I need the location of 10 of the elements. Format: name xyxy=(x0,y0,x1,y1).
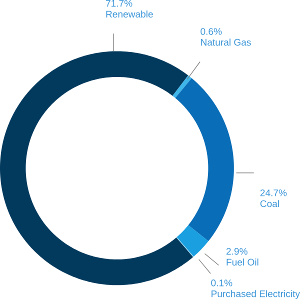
slice-label: Purchased Electricity xyxy=(212,290,300,299)
data-label: 2.9% xyxy=(226,248,248,255)
data-label: 0.1% xyxy=(211,280,232,286)
data-label: 0.6% xyxy=(200,28,222,35)
slice-label: Natural Gas xyxy=(201,38,251,46)
slice-label: Renewable xyxy=(106,10,153,18)
slice-label: Fuel Oil xyxy=(226,258,258,266)
data-label: 71.7% xyxy=(106,0,132,7)
data-label: 24.7% xyxy=(260,189,287,196)
slice-label: Coal xyxy=(260,200,279,208)
